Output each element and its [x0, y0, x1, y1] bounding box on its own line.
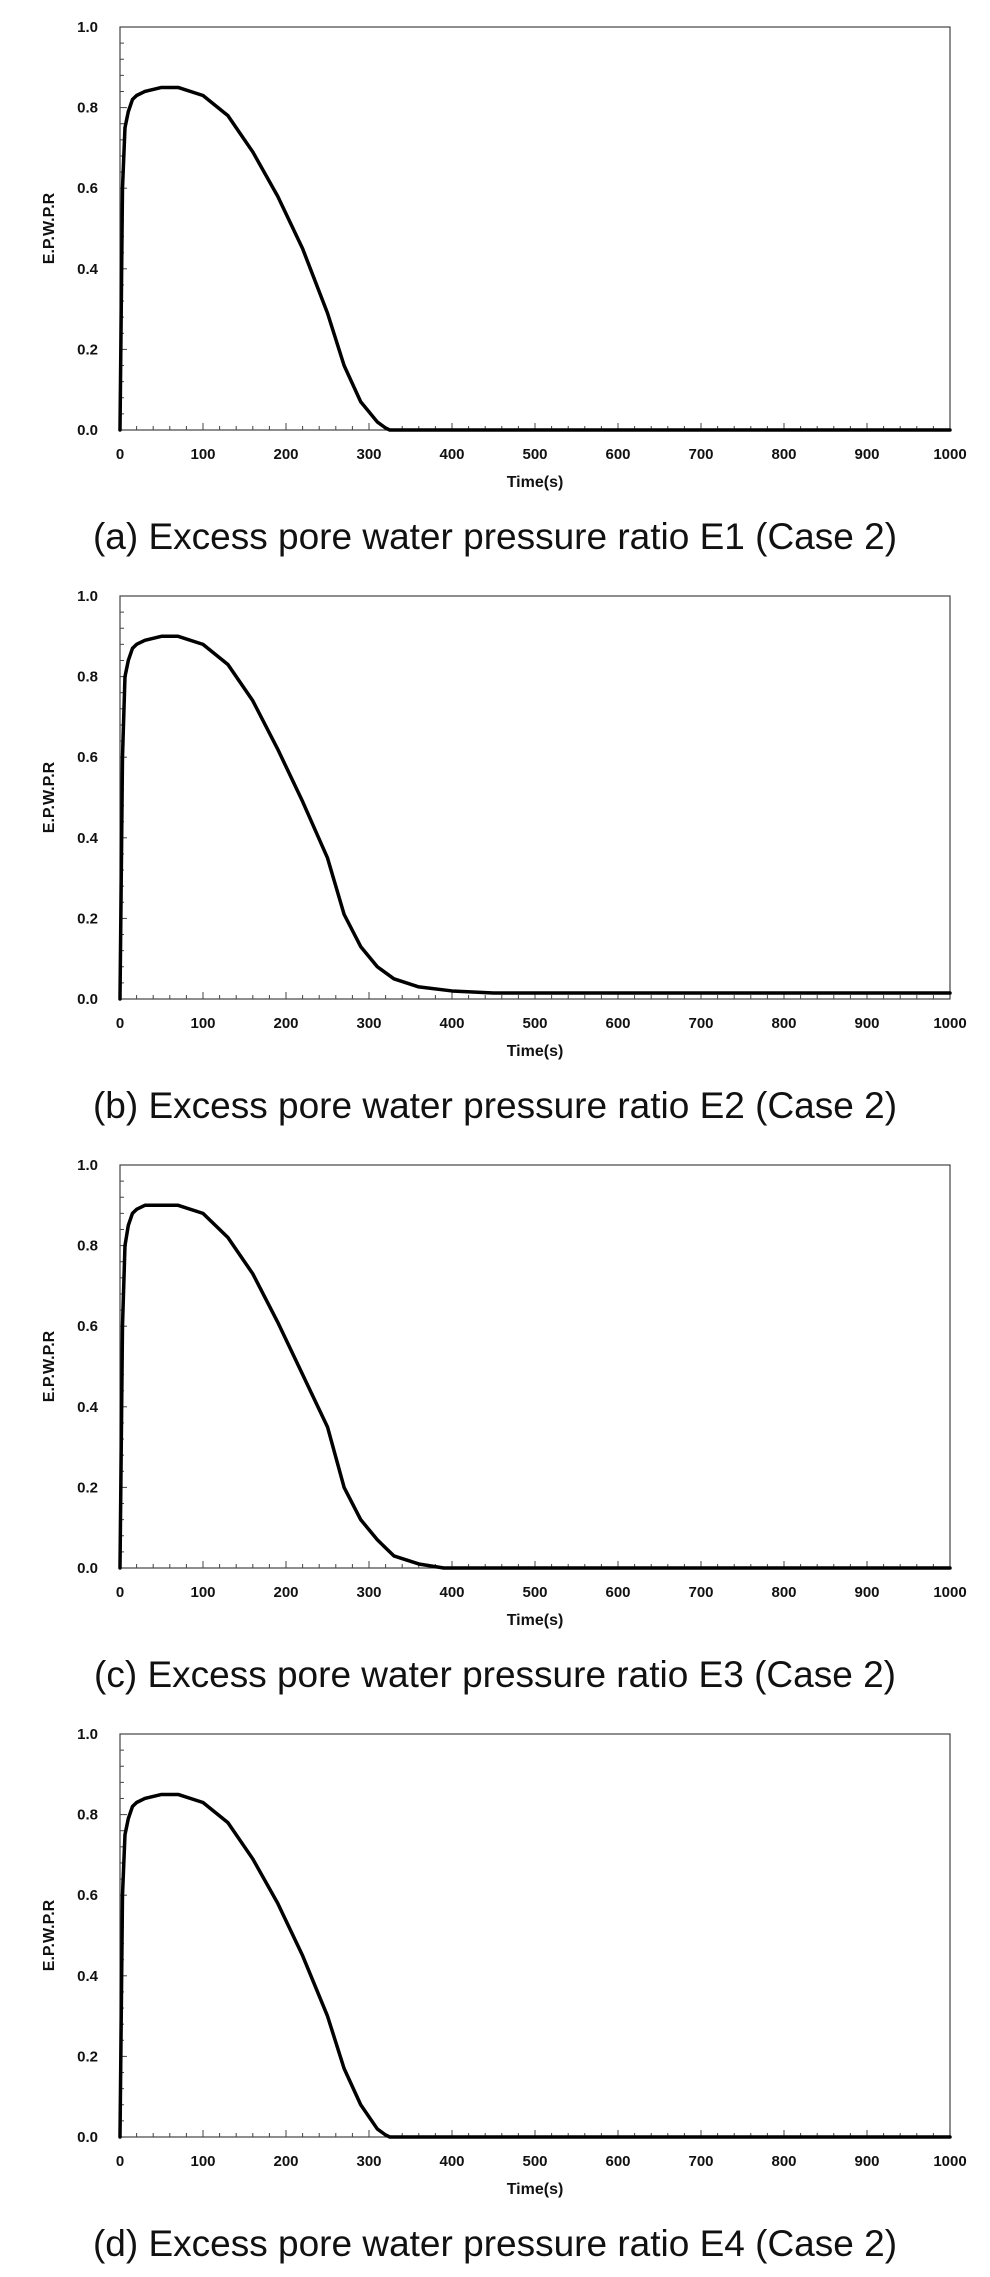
x-tick-label: 600	[605, 1015, 630, 1032]
x-tick-label: 700	[688, 1584, 713, 1601]
x-tick-label: 800	[771, 446, 796, 463]
y-tick-label: 1.0	[77, 1726, 98, 1743]
x-tick-label: 300	[356, 2153, 381, 2170]
chart-panel-d: 0 100 200 300 400 500 600 700 800 900 1000 0.0 0.2 0.…	[0, 1707, 990, 2276]
x-tick-label: 100	[190, 1584, 215, 1601]
y-tick-label: 0.6	[77, 1318, 98, 1335]
x-tick-label: 0	[116, 446, 124, 463]
x-tick-label: 100	[190, 2153, 215, 2170]
y-axis-title: E.P.W.P.R	[41, 1899, 58, 1971]
series-line	[118, 1792, 952, 2139]
x-tick-label: 900	[854, 2153, 879, 2170]
y-tick-label: 0.0	[77, 991, 98, 1008]
x-tick-label: 200	[273, 2153, 298, 2170]
x-tick-label: 300	[356, 446, 381, 463]
chart-panel-b: 0 100 200 300 400 500 600 700 800 900 1000 0.0 0.2 0.…	[0, 569, 990, 1138]
caption-c: (c) Excess pore water pressure ratio E3 …	[94, 1654, 896, 1695]
x-axis-title: Time(s)	[507, 1612, 564, 1629]
y-tick-label: 0.2	[77, 1479, 98, 1496]
y-tick-label: 0.6	[77, 1887, 98, 1904]
x-tick-label: 300	[356, 1584, 381, 1601]
x-axis-title: Time(s)	[507, 2181, 564, 2198]
x-tick-label: 800	[771, 2153, 796, 2170]
x-tick-label: 0	[116, 1015, 124, 1032]
x-tick-label: 1000	[933, 1015, 966, 1032]
x-tick-label: 100	[190, 1015, 215, 1032]
x-tick-label: 600	[605, 446, 630, 463]
y-tick-label: 0.6	[77, 180, 98, 197]
caption-a: (a) Excess pore water pressure ratio E1 …	[92, 516, 898, 557]
y-tick-label: 0.2	[77, 910, 98, 927]
plot-frame	[119, 1733, 951, 2138]
y-tick-label: 0.0	[77, 422, 98, 439]
x-tick-label: 900	[854, 446, 879, 463]
series-line	[118, 1203, 952, 1570]
x-tick-label: 800	[771, 1584, 796, 1601]
y-tick-label: 0.8	[77, 669, 98, 686]
caption-d: (d) Excess pore water pressure ratio E4 …	[92, 2223, 898, 2264]
y-tick-label: 1.0	[77, 19, 98, 36]
x-axis-title: Time(s)	[507, 474, 564, 491]
caption-b: (b) Excess pore water pressure ratio E2 …	[92, 1085, 898, 1126]
x-tick-label: 600	[605, 1584, 630, 1601]
x-tick-label: 300	[356, 1015, 381, 1032]
y-tick-label: 0.0	[77, 2129, 98, 2146]
x-tick-label: 800	[771, 1015, 796, 1032]
x-tick-label: 0	[116, 2153, 124, 2170]
x-tick-label: 200	[273, 1015, 298, 1032]
chart-panel-a: 0 100 200 300 400 500 600 700 800 900 1000 0.0 0.2 0.…	[0, 0, 990, 569]
y-axis-title: E.P.W.P.R	[41, 192, 58, 264]
y-axis-title: E.P.W.P.R	[41, 1330, 58, 1402]
y-tick-label: 0.2	[77, 2048, 98, 2065]
x-tick-label: 1000	[933, 1584, 966, 1601]
x-tick-label: 100	[190, 446, 215, 463]
x-tick-label: 900	[854, 1015, 879, 1032]
chart-c: 0 100 200 300 400 500 600 700 800 900 1000 0.0 0.2 0.…	[41, 1157, 967, 1629]
chart-panel-c: 0 100 200 300 400 500 600 700 800 900 1000 0.0 0.2 0.…	[0, 1138, 990, 1707]
x-tick-label: 900	[854, 1584, 879, 1601]
y-axis-title: E.P.W.P.R	[41, 761, 58, 833]
x-tick-label: 400	[439, 446, 464, 463]
y-tick-label: 0.8	[77, 1807, 98, 1824]
chart-b: 0 100 200 300 400 500 600 700 800 900 1000 0.0 0.2 0.…	[41, 588, 967, 1060]
plot-frame	[119, 1164, 951, 1569]
x-tick-label: 500	[522, 1584, 547, 1601]
x-tick-label: 400	[439, 2153, 464, 2170]
x-tick-label: 400	[439, 1015, 464, 1032]
y-tick-label: 0.8	[77, 1238, 98, 1255]
x-tick-label: 500	[522, 446, 547, 463]
x-tick-label: 0	[116, 1584, 124, 1601]
x-tick-label: 1000	[933, 2153, 966, 2170]
y-tick-label: 0.4	[77, 261, 99, 278]
y-tick-label: 0.6	[77, 749, 98, 766]
x-tick-label: 700	[688, 1015, 713, 1032]
plot-frame	[119, 595, 951, 1000]
x-tick-label: 500	[522, 1015, 547, 1032]
x-tick-label: 700	[688, 446, 713, 463]
y-tick-label: 0.4	[77, 830, 99, 847]
y-tick-label: 0.2	[77, 341, 98, 358]
y-tick-label: 1.0	[77, 588, 98, 605]
chart-a: 0 100 200 300 400 500 600 700 800 900 1000 0.0 0.2 0.…	[41, 19, 967, 491]
plot-frame	[119, 26, 951, 431]
x-tick-label: 400	[439, 1584, 464, 1601]
y-tick-label: 0.4	[77, 1968, 99, 1985]
x-tick-label: 500	[522, 2153, 547, 2170]
x-tick-label: 600	[605, 2153, 630, 2170]
x-tick-label: 200	[273, 446, 298, 463]
x-tick-label: 700	[688, 2153, 713, 2170]
y-tick-label: 0.4	[77, 1399, 99, 1416]
x-tick-label: 200	[273, 1584, 298, 1601]
x-tick-label: 1000	[933, 446, 966, 463]
series-line	[118, 634, 952, 1001]
x-axis-title: Time(s)	[507, 1043, 564, 1060]
y-tick-label: 0.0	[77, 1560, 98, 1577]
y-tick-label: 1.0	[77, 1157, 98, 1174]
y-tick-label: 0.8	[77, 100, 98, 117]
chart-d: 0 100 200 300 400 500 600 700 800 900 1000 0.0 0.2 0.…	[41, 1726, 967, 2198]
series-line	[118, 85, 952, 432]
